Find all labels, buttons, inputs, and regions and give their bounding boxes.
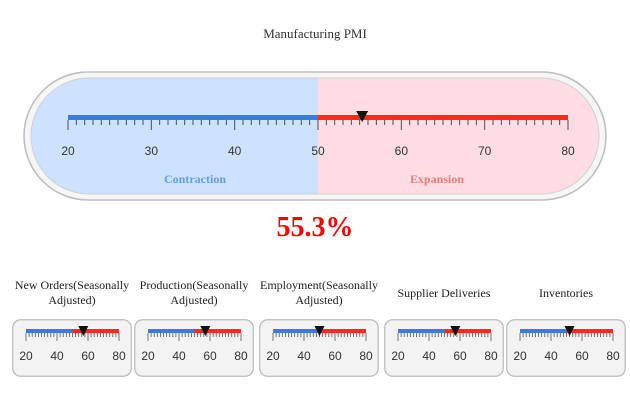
subgauge-chart: 20 40 60 80	[259, 319, 379, 377]
value-pointer	[78, 326, 89, 336]
expansion-band	[566, 329, 613, 333]
value-pointer	[564, 326, 575, 336]
tick-label: 60	[81, 349, 95, 363]
expansion-band	[72, 329, 119, 333]
contraction-band	[398, 329, 445, 333]
contraction-band	[148, 329, 195, 333]
tick-label: 20	[141, 349, 155, 363]
tick-label: 40	[544, 349, 558, 363]
tick-label: 40	[228, 144, 242, 158]
subgauge-chart: 20 40 60 80	[384, 319, 504, 377]
subgauge-supplier-deliveries: Supplier Deliveries 20 40 60 80	[384, 268, 504, 380]
gauge-inner-border	[30, 77, 600, 195]
subgauge-label: Supplier Deliveries	[397, 285, 491, 300]
expansion-band	[318, 115, 568, 120]
contraction-zone	[31, 78, 318, 194]
tick-label: 40	[297, 349, 311, 363]
subgauge-label: Inventories	[539, 285, 593, 300]
tick-label: 70	[478, 144, 492, 158]
chart-title: Manufacturing PMI	[263, 26, 367, 41]
tick-label: 60	[453, 349, 467, 363]
tick-label: 40	[172, 349, 186, 363]
tick-label: 80	[112, 349, 126, 363]
tick-label: 80	[561, 144, 575, 158]
subgauge-chart: 20 40 60 80	[134, 319, 254, 377]
subgauge-new-orders: New Orders(Seasonally Adjusted) 20 40 60 80	[12, 268, 132, 380]
subgauge-chart: 20 40 60 80	[12, 319, 132, 377]
zone-label-expansion: Expansion	[410, 172, 464, 186]
subgauge-chart: 20 40 60 80	[506, 319, 626, 377]
main-gauge: 20 30 40 50 60 70 80 Contraction Expansion	[23, 71, 607, 201]
value-pointer	[450, 326, 461, 336]
subgauge-frame	[259, 319, 379, 377]
main-value-readout: 55.3%	[276, 212, 354, 243]
contraction-band	[520, 329, 567, 333]
contraction-band	[273, 329, 320, 333]
tick-label: 60	[575, 349, 589, 363]
subgauge-label: Production(Seasonally Adjusted)	[139, 278, 249, 307]
subgauge-frame	[506, 319, 626, 377]
tick-label: 80	[484, 349, 498, 363]
contraction-band	[68, 115, 318, 120]
expansion-band	[194, 329, 241, 333]
tick-label: 40	[422, 349, 436, 363]
tick-label: 20	[513, 349, 527, 363]
tick-label: 20	[61, 144, 75, 158]
tick-label: 80	[606, 349, 620, 363]
tick-label: 60	[328, 349, 342, 363]
tick-label: 60	[395, 144, 409, 158]
subgauge-employment: Employment(Seasonally Adjusted) 20 40 60 80	[259, 268, 379, 380]
tick-label: 20	[391, 349, 405, 363]
value-pointer	[356, 111, 369, 122]
tick-label: 50	[311, 144, 325, 158]
subgauge-production: Production(Seasonally Adjusted) 20 40 60 80	[134, 268, 254, 380]
value-pointer	[314, 326, 325, 336]
tick-label: 80	[234, 349, 248, 363]
subgauge-inventories: Inventories 20 40 60 80	[506, 268, 626, 380]
subgauge-frame	[134, 319, 254, 377]
tick-label: 80	[359, 349, 373, 363]
expansion-zone	[318, 78, 599, 194]
tick-label: 20	[19, 349, 33, 363]
tick-label: 20	[266, 349, 280, 363]
expansion-band	[444, 329, 491, 333]
subgauge-label: New Orders(Seasonally Adjusted)	[14, 278, 130, 307]
subgauge-frame	[384, 319, 504, 377]
contraction-band	[26, 329, 73, 333]
expansion-band	[319, 329, 366, 333]
subgauge-label: Employment(Seasonally Adjusted)	[260, 278, 378, 307]
zone-label-contraction: Contraction	[164, 172, 226, 186]
tick-label: 40	[50, 349, 64, 363]
value-pointer	[200, 326, 211, 336]
tick-label: 60	[203, 349, 217, 363]
tick-label: 30	[145, 144, 159, 158]
subgauge-frame	[12, 319, 132, 377]
